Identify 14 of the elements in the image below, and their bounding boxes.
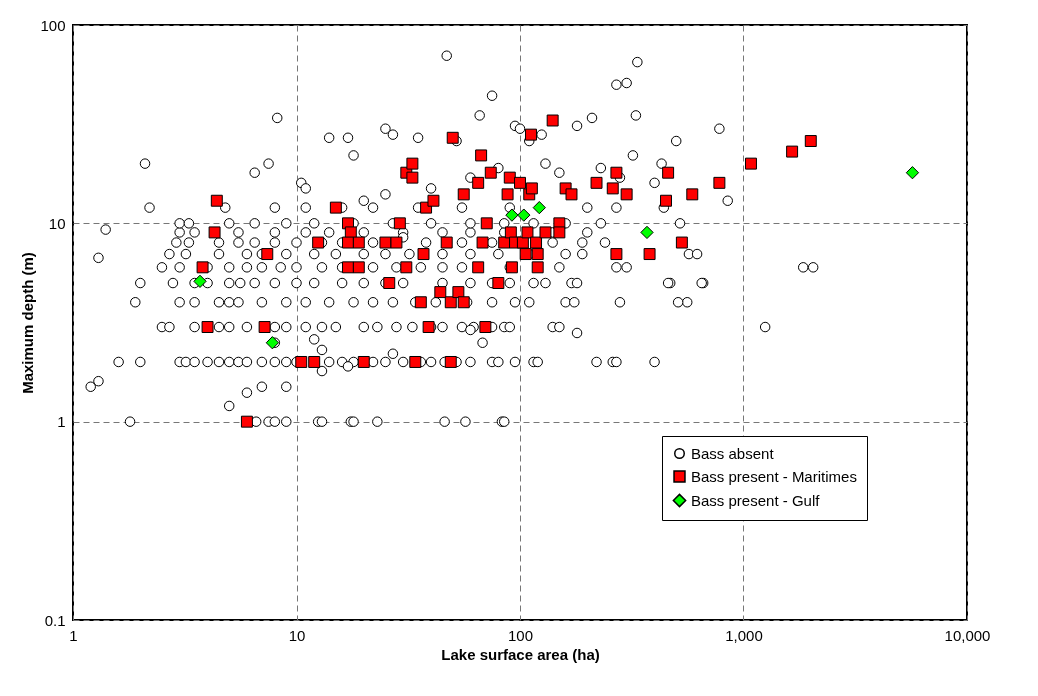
y-tick-label: 10 [48,214,66,232]
x-axis-title: Lake surface area (ha) [441,645,600,663]
x-tick-label: 1 [69,626,78,644]
x-tick-label: 1,000 [725,626,763,644]
y-tick-label: 0.1 [44,611,66,629]
y-tick-label: 1 [57,413,66,431]
legend-label: Bass present - Gulf [691,491,821,509]
x-tick-label: 10 [288,626,306,644]
legend-label: Bass absent [691,444,775,462]
y-tick-label: 100 [40,16,66,34]
x-tick-label: 100 [507,626,534,644]
legend-label: Bass present - Maritimes [691,467,857,485]
x-tick-label: 10,000 [944,626,991,644]
y-axis-title: Maximum depth (m) [19,252,37,394]
